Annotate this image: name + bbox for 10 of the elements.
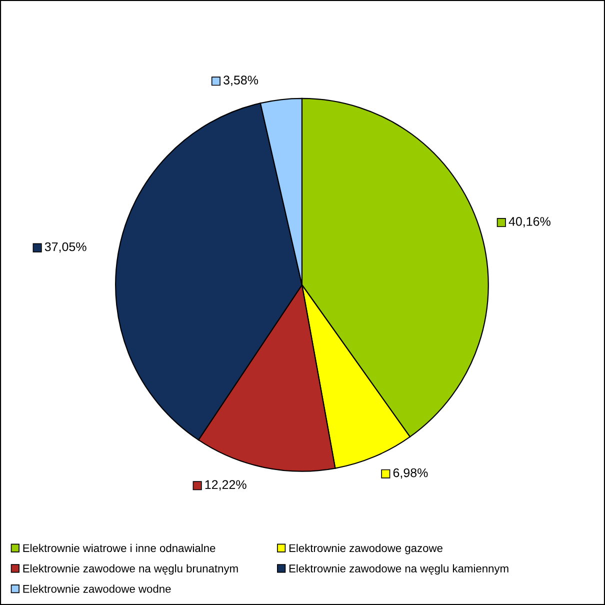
data-label: 37,05% (44, 242, 86, 253)
legend-label: Elektrownie zawodowe gazowe (289, 544, 442, 554)
data-label: 6,98% (393, 468, 428, 479)
legend-label: Elektrownie zawodowe na węglu kamiennym (289, 564, 508, 575)
data-label: 40,16% (508, 217, 550, 228)
legend-label: Elektrownie zawodowe na węglu brunatnym (23, 564, 238, 575)
data-label: 12,22% (205, 480, 246, 490)
data-label: 3,58% (224, 76, 258, 86)
legend-label: Elektrownie zawodowe wodne (23, 584, 171, 593)
legend-label: Elektrownie wiatrowe i inne odnawialne (23, 544, 216, 552)
